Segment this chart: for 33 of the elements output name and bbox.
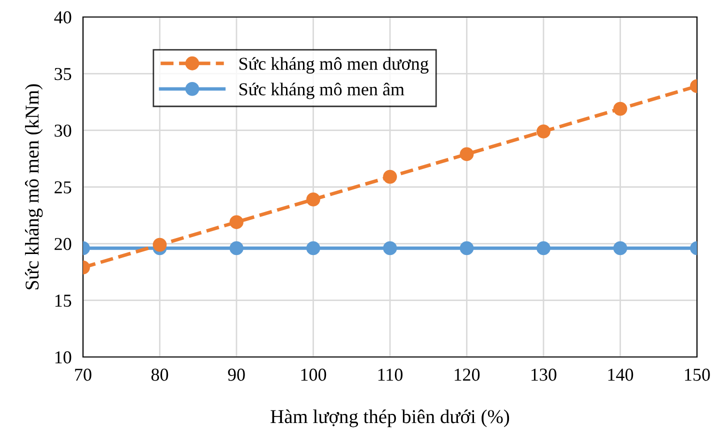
- point: [152, 238, 167, 252]
- legend-label: Sức kháng mô men âm: [239, 82, 404, 100]
- point: [230, 241, 244, 256]
- x-axis-title: Hàm lượng thép biên dưới (%): [270, 409, 510, 428]
- x-tick-label: 110: [378, 368, 403, 381]
- point: [383, 241, 397, 256]
- y-tick-label: 25: [54, 181, 72, 194]
- y-tick-label: 30: [54, 124, 72, 137]
- y-tick-label: 40: [54, 11, 72, 24]
- y-tick-label: 35: [54, 68, 72, 80]
- point: [383, 170, 397, 184]
- x-tick-label: 70: [75, 368, 92, 381]
- point: [460, 241, 474, 256]
- point: [613, 241, 628, 256]
- point: [460, 147, 474, 162]
- point: [536, 241, 550, 256]
- legend-label: Sức kháng mô men dương: [239, 57, 429, 74]
- y-tick-label: 20: [54, 238, 72, 250]
- x-tick-label: 90: [228, 368, 245, 381]
- point: [536, 124, 550, 138]
- y-tick-label: 15: [55, 294, 72, 307]
- point: [306, 192, 320, 206]
- x-tick-label: 130: [532, 368, 556, 381]
- y-axis-title: Sức kháng mô men (kNm): [24, 84, 43, 290]
- x-tick-label: 100: [301, 368, 326, 381]
- x-tick-label: 120: [454, 368, 480, 381]
- x-tick-label: 140: [608, 368, 634, 381]
- point: [306, 241, 320, 256]
- y-tick-label: 10: [55, 351, 72, 364]
- point: [230, 215, 244, 230]
- point: [613, 102, 628, 116]
- x-tick-label: 80: [151, 368, 168, 381]
- x-tick-label: 150: [685, 368, 710, 381]
